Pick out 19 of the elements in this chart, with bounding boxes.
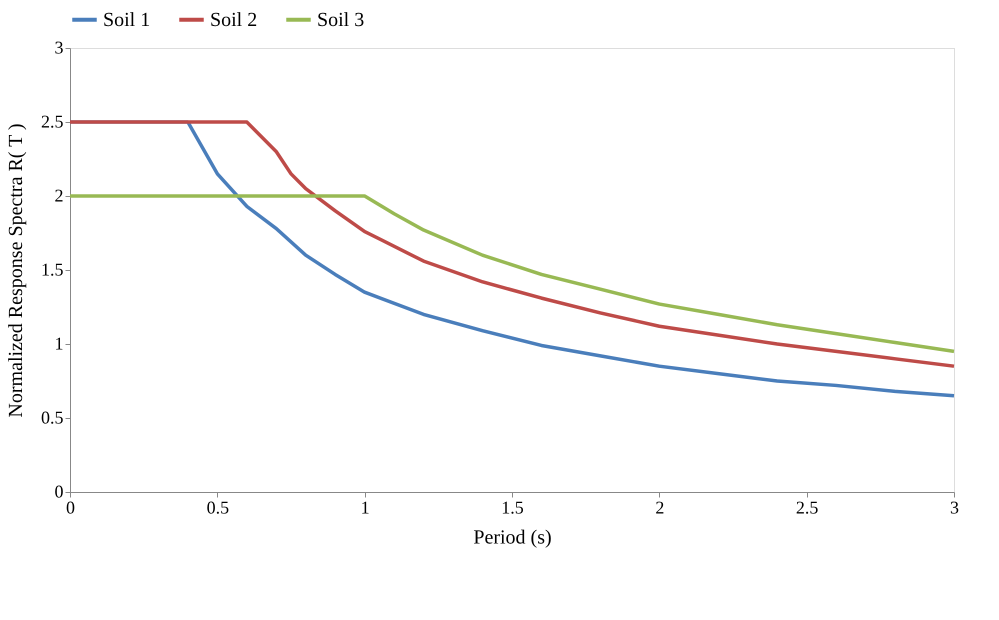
x-tick-label: 2.5	[796, 498, 818, 518]
y-tick-label: 1	[54, 334, 64, 354]
legend-label: Soil 1	[103, 8, 150, 31]
y-tick-label: 2	[54, 186, 64, 206]
x-tick-label: 0.5	[206, 498, 230, 518]
y-tick-label: 0	[54, 482, 64, 502]
x-tick-label: 1.5	[501, 498, 524, 518]
x-tick-label: 3	[950, 498, 959, 518]
legend-label: Soil 2	[210, 8, 258, 31]
legend-label: Soil 3	[317, 8, 364, 31]
y-tick-label: 1.5	[41, 260, 64, 280]
y-axis-title: Normalized Response Spectra R( T )	[5, 123, 27, 418]
x-tick-label: 1	[360, 498, 370, 518]
y-tick-label: 3	[54, 38, 64, 58]
x-tick-label: 2	[655, 498, 664, 518]
y-tick-label: 0.5	[41, 408, 64, 428]
y-tick-label: 2.5	[41, 112, 64, 132]
line-series	[68, 194, 956, 354]
x-axis-title: Period (s)	[473, 526, 552, 548]
